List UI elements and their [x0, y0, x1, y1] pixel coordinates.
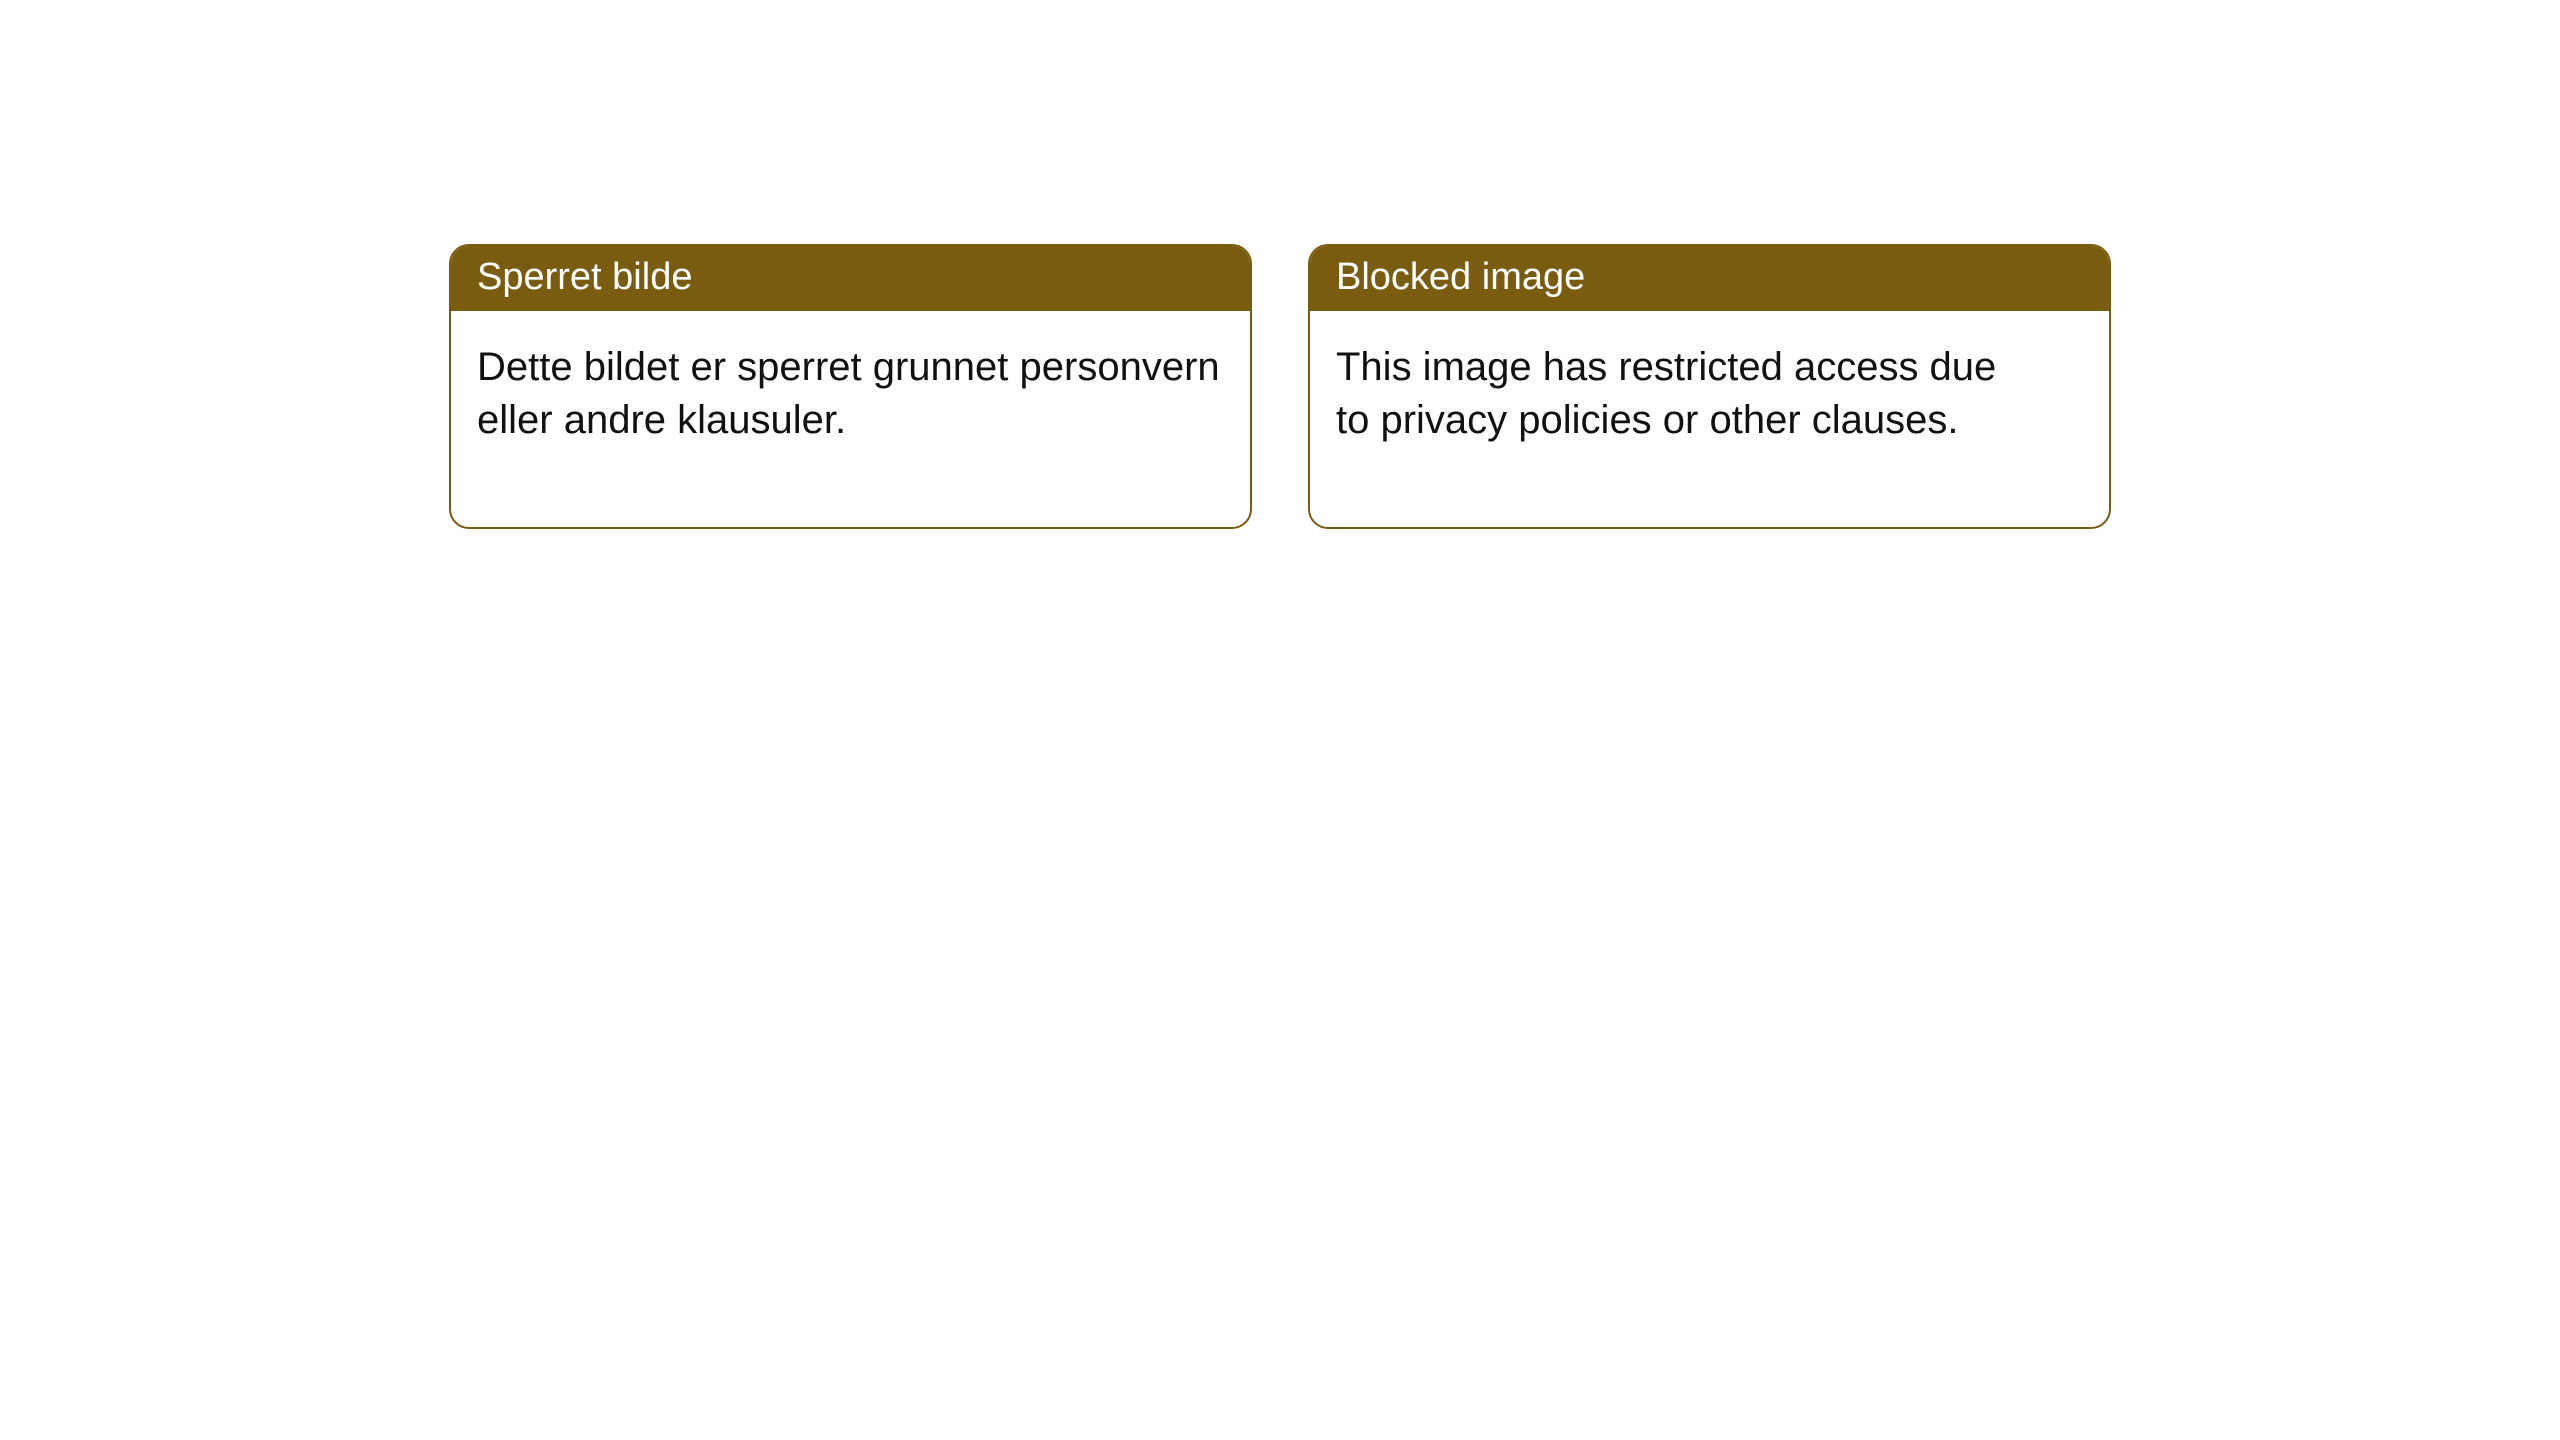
notice-text-norwegian: Dette bildet er sperret grunnet personve…	[477, 345, 1220, 442]
notice-body-english: This image has restricted access due to …	[1310, 311, 2109, 527]
notice-title-english: Blocked image	[1336, 256, 1585, 298]
notice-title-norwegian: Sperret bilde	[477, 256, 692, 298]
notice-card-english: Blocked image This image has restricted …	[1308, 244, 2111, 529]
notice-header-norwegian: Sperret bilde	[451, 246, 1250, 311]
notice-body-norwegian: Dette bildet er sperret grunnet personve…	[451, 311, 1250, 527]
notice-header-english: Blocked image	[1310, 246, 2109, 311]
notice-container: Sperret bilde Dette bildet er sperret gr…	[0, 0, 2560, 529]
notice-card-norwegian: Sperret bilde Dette bildet er sperret gr…	[449, 244, 1252, 529]
notice-text-english: This image has restricted access due to …	[1336, 345, 1996, 442]
